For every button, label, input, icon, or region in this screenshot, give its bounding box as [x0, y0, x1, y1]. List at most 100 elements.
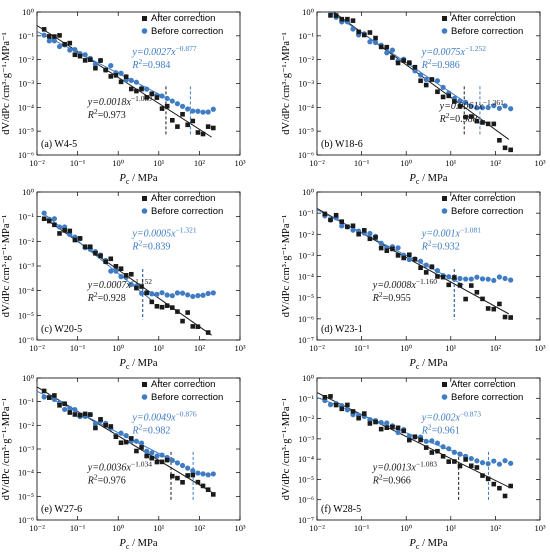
y-tick-label: 10⁻² — [18, 55, 34, 65]
x-tick-label: 10¹ — [153, 343, 165, 353]
point-after — [41, 388, 47, 394]
x-axis-title-unit: / MPa — [419, 538, 447, 549]
point-before — [41, 32, 47, 38]
point-after — [440, 274, 446, 280]
legend-label-after: After correction — [151, 379, 215, 390]
point-after — [154, 459, 160, 465]
x-tick-label: 10² — [194, 158, 206, 168]
point-before — [56, 224, 63, 230]
x-tick-label: 10² — [490, 523, 502, 533]
point-after — [52, 34, 57, 39]
y-axis-title: dV/dPc /cm³·g⁻¹·MPa⁻¹ — [1, 32, 12, 134]
point-after — [190, 324, 196, 329]
point-after — [474, 289, 480, 295]
y-tick-label: 10⁻² — [18, 236, 34, 246]
point-after — [497, 485, 502, 491]
point-before — [190, 108, 196, 114]
point-after — [180, 111, 185, 117]
y-axis-title: dV/dPc /cm³·g⁻¹·MPa⁻¹ — [1, 215, 12, 317]
y-axis-title: dV/dPc /cm³·g⁻¹·MPa⁻¹ — [281, 398, 292, 500]
point-before — [344, 407, 350, 413]
x-tick-label: 10⁻² — [309, 158, 325, 168]
fit-after-r2-sym: R — [87, 110, 94, 121]
y-tick-label: 10⁻⁴ — [298, 272, 314, 282]
x-axis-title: Pc / MPa — [119, 538, 158, 551]
legend-marker-before — [141, 394, 148, 400]
point-after — [118, 266, 124, 272]
point-before — [200, 471, 206, 477]
point-before — [154, 453, 160, 459]
point-before — [502, 458, 508, 464]
point-after — [67, 40, 73, 46]
y-tick-label: 10⁻¹ — [298, 208, 314, 218]
fit-before-r2-sym: R — [131, 241, 138, 252]
point-after — [502, 145, 508, 151]
y-tick-label: 10⁻¹ — [298, 31, 314, 41]
point-after — [164, 303, 170, 308]
point-after — [361, 228, 367, 233]
point-after — [384, 425, 390, 431]
point-after — [395, 60, 401, 66]
point-after — [200, 339, 206, 340]
point-after — [345, 402, 350, 408]
fit-before-coef: y=0.001x — [421, 228, 461, 239]
y-tick-label: 10⁻² — [298, 55, 314, 65]
x-tick-label: 10⁻¹ — [354, 158, 370, 168]
x-axis-title-unit: / MPa — [419, 358, 447, 369]
point-before — [108, 268, 114, 274]
x-tick-label: 10² — [194, 523, 206, 533]
point-after — [418, 78, 423, 84]
chart-panel-1: 10⁻² 10⁻¹ 10⁰ 10¹ 10² 10³ 10⁻⁶ 10⁻⁵ 10⁻⁴ 10⁻³ 10⁻²… — [281, 7, 546, 186]
point-before — [108, 63, 114, 69]
x-tick-label: 10⁻¹ — [70, 158, 86, 168]
point-before — [210, 106, 216, 112]
point-before — [210, 471, 216, 477]
panel-label: (a) W4-5 — [41, 139, 77, 150]
x-tick-label: 10¹ — [153, 523, 165, 533]
point-after — [185, 310, 190, 315]
point-before — [185, 292, 191, 298]
legend-label-before: Before correction — [451, 206, 523, 217]
point-after — [175, 124, 180, 129]
fit-after-r2-val: =0.973 — [98, 110, 126, 121]
fit-before-exp: −1.321 — [176, 225, 197, 234]
fit-after-r2: R2=0.973 — [87, 107, 126, 121]
fit-before-equation: y=0.001x−1.081 — [421, 225, 481, 239]
point-before — [118, 274, 124, 280]
point-after — [134, 285, 139, 291]
point-after — [328, 217, 333, 223]
point-after — [407, 437, 412, 443]
point-before — [508, 277, 514, 283]
fit-after-r2: R2=0.988 — [439, 111, 478, 125]
point-after — [103, 259, 108, 265]
point-before — [200, 292, 206, 298]
legend-label-before: Before correction — [151, 206, 223, 217]
point-after — [67, 410, 73, 415]
chart-panel-4: 10⁻² 10⁻¹ 10⁰ 10¹ 10² 10³ 10⁻⁶ 10⁻⁵ 10⁻⁴ 10⁻³ 10⁻²… — [1, 373, 246, 551]
point-before — [496, 461, 503, 467]
fit-after-exp: −1.083 — [416, 459, 437, 468]
fit-after-r2-sup: 2 — [379, 290, 383, 299]
point-after — [361, 411, 367, 416]
point-after — [491, 481, 497, 487]
point-after — [333, 212, 339, 218]
point-after — [113, 434, 119, 440]
point-after — [322, 394, 328, 400]
point-after — [93, 425, 98, 431]
fit-before-r2-val: =0.961 — [432, 426, 460, 437]
plot-area — [37, 386, 216, 501]
x-tick-label: 10⁻² — [309, 523, 325, 533]
x-tick-label: 10⁰ — [400, 158, 413, 168]
point-after — [52, 393, 57, 398]
point-before — [118, 430, 124, 436]
fit-after-r2-val: =0.966 — [383, 475, 411, 486]
point-before — [457, 451, 463, 457]
point-after — [423, 270, 429, 275]
point-after — [435, 89, 440, 95]
point-before — [440, 84, 446, 90]
point-after — [62, 41, 67, 47]
legend-marker-before — [441, 208, 448, 214]
point-before — [491, 277, 497, 284]
fit-before-r2-sym: R — [131, 60, 138, 71]
legend-marker-after — [142, 16, 147, 21]
